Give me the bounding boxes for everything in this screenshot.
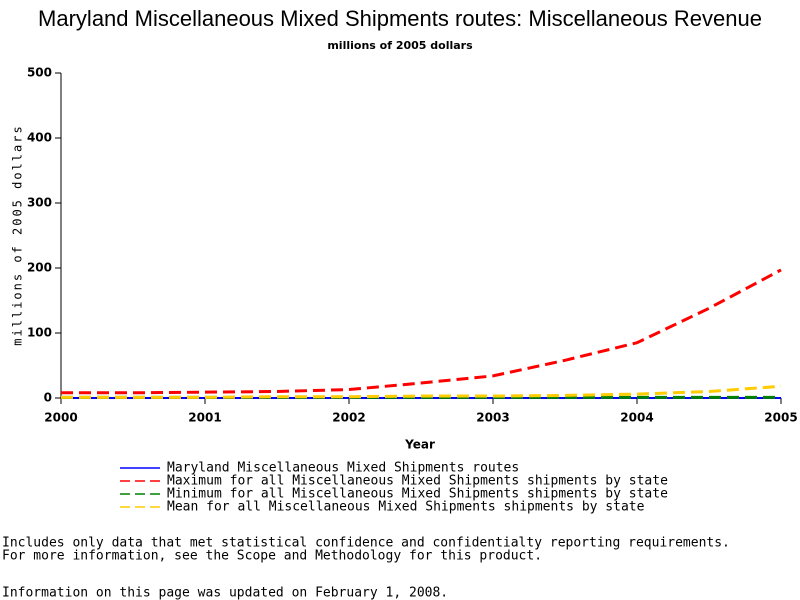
series-line <box>61 268 782 395</box>
legend-label: Maximum for all Miscellaneous Mixed Ship… <box>167 474 668 489</box>
footnote: Includes only data that met statistical … <box>2 536 730 551</box>
legend-label: Maryland Miscellaneous Mixed Shipments r… <box>167 461 519 476</box>
x-tick-label: 2002 <box>332 411 365 425</box>
x-tick-label: 2003 <box>476 411 509 425</box>
x-axis-label: Year <box>404 438 435 452</box>
y-tick-label: 500 <box>27 66 52 80</box>
y-tick-label: 300 <box>27 196 52 210</box>
y-tick-label: 100 <box>27 326 52 340</box>
x-tick-label: 2005 <box>764 411 797 425</box>
y-tick-label: 200 <box>27 261 52 275</box>
legend-label: Mean for all Miscellaneous Mixed Shipmen… <box>167 500 645 515</box>
chart-subtitle: millions of 2005 dollars <box>327 39 473 52</box>
y-tick-label: 400 <box>27 131 52 145</box>
series-line <box>61 384 782 399</box>
footnote: Information on this page was updated on … <box>2 586 448 600</box>
footnote: For more information, see the Scope and … <box>2 549 542 564</box>
legend-label: Minimum for all Miscellaneous Mixed Ship… <box>167 487 668 502</box>
x-tick-label: 2000 <box>44 411 77 425</box>
chart-title: Maryland Miscellaneous Mixed Shipments r… <box>38 6 762 31</box>
x-tick-label: 2004 <box>620 411 653 425</box>
x-tick-label: 2001 <box>188 411 221 425</box>
y-axis-label: millions of 2005 dollars <box>11 124 25 345</box>
y-tick-label: 0 <box>44 391 52 405</box>
